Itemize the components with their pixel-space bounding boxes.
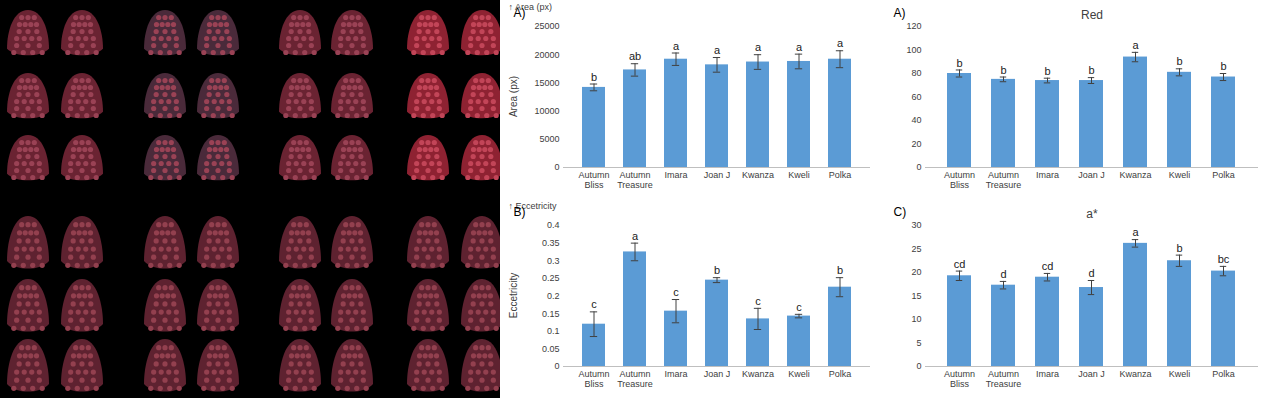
svg-text:15: 15 (911, 291, 921, 301)
svg-text:Imara: Imara (664, 170, 687, 180)
svg-text:25: 25 (911, 244, 921, 254)
svg-text:0.1: 0.1 (547, 326, 560, 336)
svg-text:cd: cd (954, 258, 966, 270)
svg-text:AutumnBliss: AutumnBliss (944, 170, 975, 189)
svg-text:AutumnTreasure: AutumnTreasure (617, 170, 653, 189)
svg-text:Kwanza: Kwanza (1119, 369, 1151, 379)
svg-text:cd: cd (1042, 260, 1054, 272)
svg-text:0: 0 (916, 162, 921, 172)
svg-text:Kwanza: Kwanza (1119, 170, 1151, 180)
svg-text:Joan J: Joan J (1078, 170, 1105, 180)
svg-text:a: a (632, 230, 639, 242)
svg-text:Eccetricity: Eccetricity (508, 273, 519, 319)
svg-text:b: b (837, 264, 843, 276)
svg-text:b: b (1088, 64, 1094, 76)
svg-text:Joan J: Joan J (704, 369, 731, 379)
svg-text:Imara: Imara (1036, 170, 1059, 180)
svg-text:0.2: 0.2 (547, 291, 560, 301)
svg-text:Imara: Imara (1036, 369, 1059, 379)
svg-text:↑ Eccetricity: ↑ Eccetricity (508, 200, 557, 211)
svg-text:AutumnBliss: AutumnBliss (578, 170, 609, 189)
svg-text:Kweli: Kweli (788, 170, 810, 180)
svg-text:AutumnTreasure: AutumnTreasure (986, 369, 1022, 388)
svg-text:a: a (1132, 39, 1139, 51)
svg-text:b: b (1176, 55, 1182, 67)
svg-text:b: b (714, 264, 720, 276)
svg-text:A): A) (514, 6, 526, 20)
svg-text:Kwanza: Kwanza (742, 369, 774, 379)
svg-text:B): B) (514, 205, 526, 219)
svg-text:Kweli: Kweli (1169, 369, 1191, 379)
svg-text:0.25: 0.25 (542, 273, 560, 283)
svg-text:ab: ab (629, 50, 641, 62)
svg-text:0: 0 (916, 361, 921, 371)
svg-text:b: b (591, 71, 597, 83)
svg-text:100: 100 (906, 45, 921, 55)
svg-text:AutumnTreasure: AutumnTreasure (617, 369, 653, 388)
svg-text:5: 5 (916, 338, 921, 348)
svg-text:d: d (1088, 267, 1094, 279)
svg-text:AutumnTreasure: AutumnTreasure (986, 170, 1022, 189)
svg-text:15000: 15000 (534, 78, 559, 88)
svg-text:a: a (755, 41, 762, 53)
svg-text:b: b (1044, 65, 1050, 77)
svg-text:b: b (956, 56, 962, 68)
svg-text:20: 20 (911, 139, 921, 149)
svg-text:A): A) (894, 6, 906, 20)
svg-text:c: c (591, 298, 597, 310)
svg-text:10: 10 (911, 314, 921, 324)
svg-text:Area (px): Area (px) (508, 76, 519, 117)
svg-text:c: c (796, 301, 802, 313)
svg-text:d: d (1000, 268, 1006, 280)
svg-text:5000: 5000 (539, 134, 559, 144)
svg-text:Polka: Polka (829, 170, 852, 180)
svg-text:↑ Area (px): ↑ Area (px) (508, 1, 552, 12)
svg-text:Polka: Polka (1212, 170, 1235, 180)
svg-text:Imara: Imara (664, 369, 687, 379)
svg-text:20000: 20000 (534, 50, 559, 60)
svg-text:c: c (673, 286, 679, 298)
svg-text:80: 80 (911, 68, 921, 78)
svg-text:AutumnBliss: AutumnBliss (944, 369, 975, 388)
svg-text:0.15: 0.15 (542, 309, 560, 319)
svg-text:C): C) (894, 205, 907, 219)
svg-text:Polka: Polka (829, 369, 852, 379)
svg-text:20: 20 (911, 267, 921, 277)
svg-text:0: 0 (554, 162, 559, 172)
svg-text:0.05: 0.05 (542, 344, 560, 354)
svg-text:Red: Red (1081, 8, 1103, 22)
svg-text:bc: bc (1218, 253, 1230, 265)
svg-text:Joan J: Joan J (1078, 369, 1105, 379)
svg-text:25000: 25000 (534, 21, 559, 31)
svg-text:AutumnBliss: AutumnBliss (578, 369, 609, 388)
svg-text:Kweli: Kweli (1169, 170, 1191, 180)
svg-text:a: a (796, 41, 803, 53)
svg-text:b: b (1176, 242, 1182, 254)
svg-text:Kweli: Kweli (788, 369, 810, 379)
svg-text:a: a (714, 44, 721, 56)
svg-text:0.35: 0.35 (542, 238, 560, 248)
svg-text:120: 120 (906, 21, 921, 31)
svg-text:30: 30 (911, 220, 921, 230)
svg-text:60: 60 (911, 92, 921, 102)
svg-text:a: a (1132, 226, 1139, 238)
svg-text:0.4: 0.4 (547, 220, 560, 230)
svg-text:a: a (837, 37, 844, 49)
svg-text:0: 0 (554, 361, 559, 371)
svg-text:40: 40 (911, 115, 921, 125)
svg-text:Kwanza: Kwanza (742, 170, 774, 180)
svg-text:0.3: 0.3 (547, 256, 560, 266)
svg-text:a*: a* (1086, 207, 1098, 221)
svg-text:Polka: Polka (1212, 369, 1235, 379)
svg-text:b: b (1220, 60, 1226, 72)
svg-text:b: b (1000, 64, 1006, 76)
svg-text:c: c (755, 295, 761, 307)
svg-text:a: a (673, 40, 680, 52)
svg-text:Joan J: Joan J (704, 170, 731, 180)
svg-text:10000: 10000 (534, 106, 559, 116)
